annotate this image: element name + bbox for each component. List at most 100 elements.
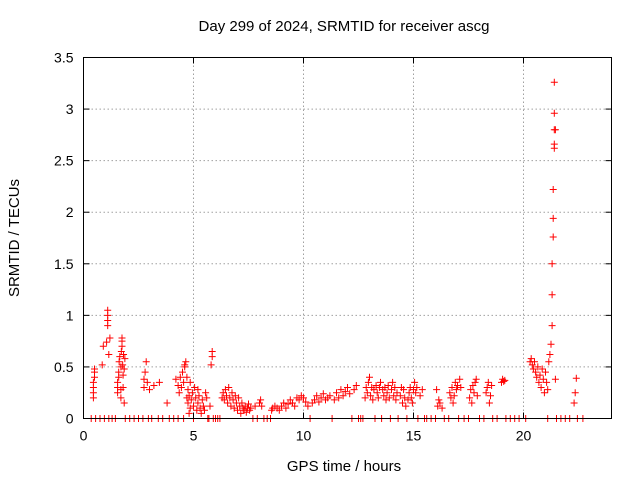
data-point: [195, 392, 203, 400]
data-point: [483, 384, 491, 392]
data-point: [229, 396, 237, 404]
data-point: [235, 394, 243, 402]
data-point: [120, 351, 128, 359]
data-point: [470, 389, 478, 397]
data-point: [531, 358, 538, 366]
data-point: [450, 392, 458, 400]
data-point: [116, 353, 124, 361]
axis-ticks: 0 5 10 15 20 0 0.5 1 1.5 2 2.5 3 3.5: [54, 50, 612, 444]
data-point: [405, 389, 413, 397]
data-point: [369, 396, 377, 404]
data-point: [385, 394, 393, 402]
data-point: [487, 392, 494, 400]
data-point: [352, 381, 360, 389]
data-point: [543, 378, 551, 386]
data-point: [550, 78, 558, 86]
data-point: [384, 381, 392, 389]
data-point: [185, 392, 193, 400]
data-point: [202, 389, 210, 397]
y-axis-label: SRMTID / TECUs: [6, 179, 23, 297]
data-point: [119, 384, 127, 392]
data-point: [181, 361, 189, 369]
data-point: [538, 365, 546, 373]
data-point: [326, 392, 334, 400]
data-points: [87, 78, 587, 422]
data-point: [117, 394, 125, 402]
data-point: [142, 358, 150, 366]
y-tick-label: 1.5: [54, 256, 74, 272]
data-point: [150, 381, 158, 389]
data-point: [118, 334, 126, 342]
data-point: [413, 384, 421, 392]
data-point: [380, 392, 388, 400]
data-point: [295, 396, 303, 404]
x-tick-label: 15: [406, 428, 422, 444]
data-point: [544, 386, 552, 394]
data-point: [119, 371, 127, 379]
data-point: [364, 378, 372, 386]
data-point: [317, 394, 325, 402]
data-point: [570, 399, 578, 407]
data-point: [119, 361, 127, 369]
data-point: [121, 355, 129, 363]
data-point: [104, 306, 112, 314]
data-point: [315, 398, 323, 406]
data-point: [402, 402, 410, 410]
data-point: [251, 402, 259, 410]
x-tick-label: 20: [516, 428, 532, 444]
data-point: [330, 396, 338, 404]
y-tick-label: 3.5: [54, 50, 74, 66]
data-point: [280, 399, 288, 407]
y-tick-label: 3: [66, 101, 74, 117]
data-point: [182, 358, 190, 366]
data-point: [177, 384, 185, 392]
data-point: [180, 378, 188, 386]
data-point: [333, 389, 340, 397]
data-point: [206, 402, 214, 410]
data-point: [302, 398, 310, 406]
data-point: [275, 406, 283, 414]
data-point: [237, 409, 245, 417]
data-point: [91, 365, 98, 373]
x-axis-label: GPS time / hours: [287, 458, 401, 475]
data-point: [550, 109, 558, 117]
data-point: [383, 389, 391, 397]
data-point: [446, 389, 454, 397]
grid-lines: [83, 57, 612, 419]
data-point: [539, 375, 547, 383]
data-point: [361, 394, 369, 402]
data-point: [350, 386, 358, 394]
data-point: [542, 368, 549, 376]
data-point: [220, 396, 228, 404]
data-point: [501, 376, 509, 384]
data-point: [185, 409, 193, 417]
data-point: [208, 347, 216, 355]
data-point: [396, 392, 404, 400]
data-point: [176, 373, 184, 381]
data-point: [238, 399, 246, 407]
data-point: [190, 402, 197, 410]
data-point: [187, 396, 195, 404]
data-point: [199, 402, 207, 410]
data-point: [140, 384, 148, 392]
data-point: [389, 378, 397, 386]
data-point: [319, 390, 327, 398]
data-point: [120, 399, 128, 407]
data-point: [527, 355, 535, 363]
data-point: [438, 404, 446, 412]
data-point: [245, 400, 252, 408]
data-point: [197, 409, 205, 417]
data-point: [105, 351, 113, 359]
data-point: [188, 389, 196, 397]
data-point: [416, 392, 424, 400]
data-point: [551, 375, 559, 383]
data-point: [146, 386, 153, 394]
data-point: [104, 322, 112, 330]
x-tick-label: 10: [296, 428, 312, 444]
data-point: [115, 358, 123, 366]
data-point: [103, 338, 111, 346]
data-point: [412, 389, 420, 397]
data-point: [313, 392, 321, 400]
data-point: [304, 402, 312, 410]
data-point: [186, 378, 194, 386]
